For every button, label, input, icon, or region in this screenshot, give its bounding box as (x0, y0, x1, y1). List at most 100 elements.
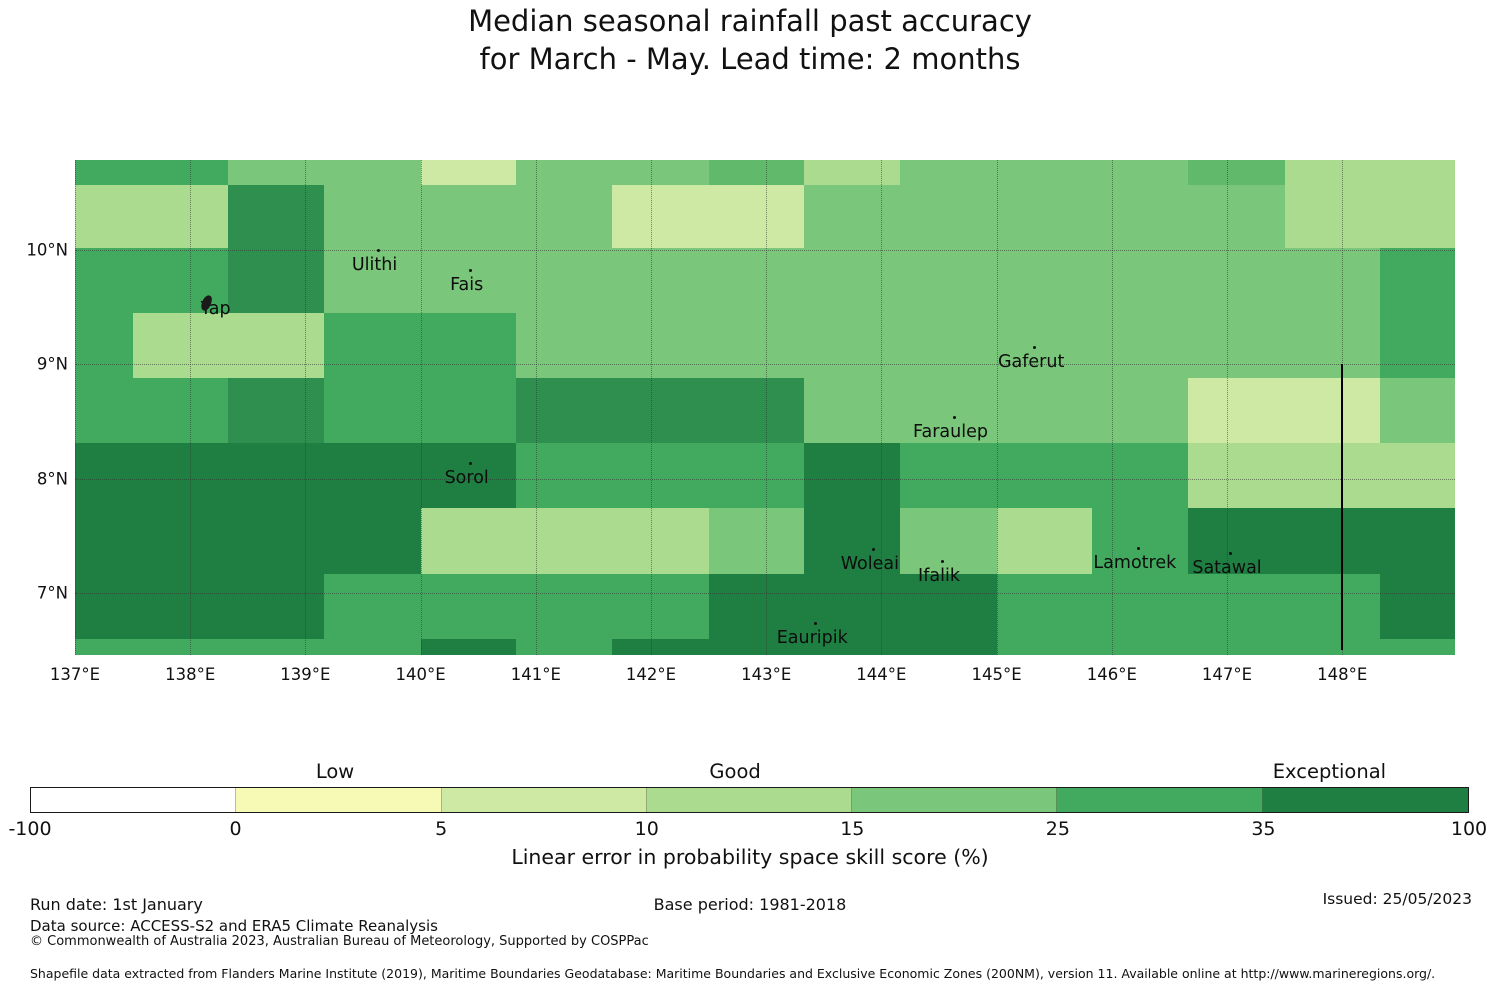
map-cell (132, 160, 229, 185)
graticule-line-vertical (1111, 160, 1113, 655)
map-cell (996, 638, 1093, 655)
map-cell (75, 378, 133, 444)
map-cell (899, 184, 997, 248)
map-cell (323, 312, 421, 379)
x-axis-tick-label: 142°E (625, 665, 677, 684)
map-cell (420, 160, 517, 185)
map-cell (804, 160, 900, 185)
map-cell (228, 160, 324, 185)
map-cell (420, 508, 517, 574)
map-cell (611, 247, 709, 313)
eez-boundary-line (1341, 364, 1344, 651)
island-label-woleai: Woleai (840, 554, 899, 575)
colorbar-segment (1057, 788, 1263, 812)
map-cell (708, 508, 805, 574)
map-cell (1380, 160, 1455, 185)
map-cell (1187, 312, 1285, 379)
map-cell (996, 508, 1093, 574)
map-cell (804, 573, 900, 639)
graticule-line-vertical (190, 160, 192, 655)
island-label-eauripik: Eauripik (776, 627, 848, 648)
map-cell (75, 638, 133, 655)
map-cell (420, 312, 517, 379)
island-dot (468, 269, 472, 273)
map-cell (899, 378, 997, 444)
map-cell (420, 247, 517, 313)
x-axis-tick-label: 147°E (1201, 665, 1253, 684)
map-cell (75, 573, 133, 639)
map-cell (420, 378, 517, 444)
map-cell (75, 312, 133, 379)
map-cell (804, 184, 900, 248)
map-cell (1187, 378, 1285, 444)
map-cell (1092, 312, 1188, 379)
island-dot (1136, 547, 1140, 551)
map-cell (804, 378, 900, 444)
map-cell (1380, 443, 1455, 509)
x-axis-tick-label: 148°E (1317, 665, 1368, 684)
island-label-gaferut: Gaferut (997, 352, 1065, 373)
x-axis-tick-label: 138°E (165, 665, 216, 684)
map-cell (1187, 184, 1285, 248)
chart-title: Median seasonal rainfall past accuracy f… (0, 2, 1500, 79)
map-cell (1284, 638, 1381, 655)
map-cell (804, 247, 900, 313)
map-cell (516, 573, 612, 639)
map-cell (75, 247, 133, 313)
map-cell (323, 378, 421, 444)
map-cell (1187, 247, 1285, 313)
map-cell (899, 160, 997, 185)
map-cell (1284, 312, 1381, 379)
map-cell (1092, 508, 1188, 574)
map-cell (708, 638, 805, 655)
map-cell (228, 638, 324, 655)
map-cell (899, 247, 997, 313)
map-cell (1380, 573, 1455, 639)
map-cell (804, 508, 900, 574)
map-cell (1284, 573, 1381, 639)
base-period-text: Base period: 1981-2018 (653, 895, 847, 914)
map-cell (996, 573, 1093, 639)
map-cell (1380, 638, 1455, 655)
map-cell (132, 508, 229, 574)
map-cell (420, 638, 517, 655)
map-cell (516, 443, 612, 509)
map-cell (708, 378, 805, 444)
x-axis-tick-label: 146°E (1086, 665, 1137, 684)
map-cell (996, 184, 1093, 248)
map-cell (516, 247, 612, 313)
map-cell (611, 508, 709, 574)
map-cell (708, 184, 805, 248)
map-cell (1092, 247, 1188, 313)
map-cell (516, 638, 612, 655)
map-cell (1187, 638, 1285, 655)
graticule-line-vertical (881, 160, 883, 655)
map-cell (323, 443, 421, 509)
graticule-line-horizontal (75, 250, 1455, 251)
x-axis-tick-label: 144°E (856, 665, 907, 684)
map-cell (611, 160, 709, 185)
shapefile-note-text: Shapefile data extracted from Flanders M… (30, 966, 1436, 981)
island-dot (468, 461, 472, 465)
island-dot (952, 415, 956, 419)
graticule-line-vertical (1227, 160, 1228, 655)
map-cell (996, 312, 1093, 379)
island-dot (871, 548, 875, 552)
map-cell (1284, 378, 1381, 444)
map-cell (1380, 184, 1455, 248)
map-cell (996, 378, 1093, 444)
map-cell (323, 508, 421, 574)
map-cell (132, 443, 229, 509)
y-axis-tick-label: 7°N (36, 583, 68, 603)
map-cell (899, 638, 997, 655)
map-cell (420, 573, 517, 639)
map-cell (323, 638, 421, 655)
map-cell (1187, 443, 1285, 509)
map-cell (611, 184, 709, 248)
map-cell (1380, 378, 1455, 444)
map-cell (323, 160, 421, 185)
map-cell (228, 247, 324, 313)
map-cell (1092, 443, 1188, 509)
map-cell (228, 508, 324, 574)
